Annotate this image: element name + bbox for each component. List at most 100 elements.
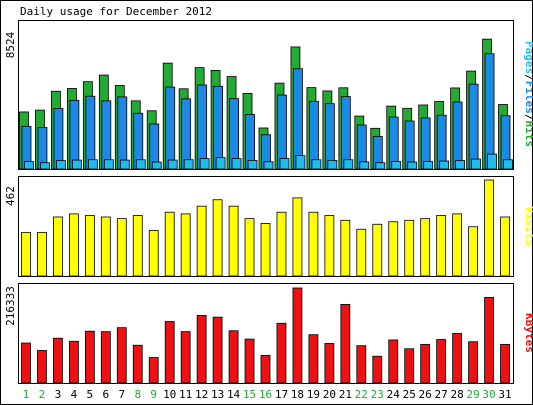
kbytes-bar-day-25 [404,348,415,384]
visits-bar-day-10 [164,211,175,277]
files-bar-day-6 [101,100,112,170]
visits-bar-day-11 [180,213,191,277]
pages-bar-day-25 [407,161,418,170]
kbytes-bar-day-1 [21,342,31,384]
visits-bar-day-12 [196,205,207,277]
day-label-1: 1 [23,388,30,401]
pages-bar-day-12 [199,158,210,170]
files-bar-day-5 [85,95,96,170]
pages-bar-day-28 [455,160,466,170]
day-label-7: 7 [118,388,125,401]
day-label-21: 21 [339,388,352,401]
day-label-6: 6 [103,388,110,401]
day-label-23: 23 [371,388,384,401]
visits-bar-day-24 [388,221,399,277]
day-label-22: 22 [355,388,368,401]
visits-bar-day-29 [468,226,478,277]
y-max-label-3: 216333 [4,286,17,326]
pages-bar-day-24 [391,161,402,170]
visits-bar-day-8 [132,215,143,277]
pages-bar-day-3 [56,160,66,170]
day-label-15: 15 [243,388,256,401]
chart-title: Daily usage for December 2012 [20,5,212,18]
pages-bar-day-4 [71,159,82,170]
visits-bar-day-19 [308,211,319,277]
day-label-18: 18 [291,388,304,401]
kbytes-bar-day-18 [292,287,303,384]
visits-bar-day-14 [228,205,239,277]
files-bar-day-18 [293,68,303,170]
pages-bar-day-13 [215,157,226,170]
visits-bar-day-18 [292,197,303,277]
day-label-4: 4 [71,388,78,401]
kbytes-bar-day-26 [420,343,431,384]
kbytes-bar-day-8 [132,344,143,384]
day-label-11: 11 [179,388,192,401]
kbytes-bar-day-16 [260,354,271,384]
visits-bar-day-3 [53,216,63,277]
kbytes-bar-day-23 [372,355,383,384]
day-label-26: 26 [419,388,432,401]
legend-part: / [523,74,533,81]
visits-bar-day-5 [84,215,95,277]
visits-bar-day-16 [260,223,271,277]
day-label-20: 20 [323,388,336,401]
pages-bar-day-15 [247,159,258,170]
visits-bar-day-2 [37,231,47,277]
files-bar-day-11 [181,98,192,170]
day-label-27: 27 [435,388,448,401]
visits-bar-day-22 [356,228,367,277]
pages-bar-day-10 [167,159,178,170]
visits-bar-day-25 [404,219,415,277]
pages-bar-day-2 [40,162,50,170]
files-bar-day-10 [165,86,176,170]
pages-bar-day-30 [487,153,497,170]
kbytes-bar-day-24 [388,339,399,384]
kbytes-bar-day-13 [212,316,223,384]
pages-bar-day-14 [231,158,242,170]
visits-bar-day-15 [244,218,255,277]
kbytes-bar-day-21 [340,303,351,384]
pages-bar-day-20 [327,159,338,170]
pages-bar-day-27 [439,160,450,170]
visits-bar-day-27 [436,215,447,277]
visits-bar-day-13 [212,199,223,277]
kbytes-bar-day-22 [356,345,367,384]
files-bar-day-4 [69,99,80,170]
kbytes-bar-day-31 [500,343,510,384]
legend-pages-files-hits: Pages/Files/Hits [523,41,533,147]
kbytes-bar-day-27 [436,339,447,384]
day-label-28: 28 [450,388,463,401]
day-label-12: 12 [195,388,208,401]
pages-bar-day-8 [135,159,146,170]
day-label-5: 5 [87,388,94,401]
visits-bar-day-31 [500,216,510,277]
visits-bar-day-7 [116,218,127,277]
kbytes-bar-day-17 [276,322,287,384]
chart-panels: 8524462216333Pages/Files/HitsVisitsKByte… [4,20,533,384]
kbytes-bar-day-12 [196,314,207,384]
files-bar-day-20 [324,103,335,170]
visits-bar-day-4 [68,213,79,277]
y-max-label-1: 8524 [4,31,17,58]
day-label-30: 30 [482,388,495,401]
kbytes-bar-day-15 [244,338,255,384]
files-bar-day-13 [213,85,223,170]
pages-bar-day-19 [311,159,322,170]
day-label-8: 8 [134,388,141,401]
pages-bar-day-6 [103,159,114,170]
pages-bar-day-16 [263,161,274,170]
kbytes-bar-day-10 [164,321,175,384]
visits-bar-day-17 [276,211,287,277]
day-label-3: 3 [55,388,62,401]
files-bar-day-28 [452,101,463,170]
legend-part: Pages [523,41,533,74]
files-bar-day-17 [277,94,287,170]
legend-part: / [523,114,533,121]
files-bar-day-29 [468,83,479,170]
kbytes-bar-day-28 [452,332,463,384]
day-label-29: 29 [466,388,479,401]
day-label-24: 24 [387,388,401,401]
